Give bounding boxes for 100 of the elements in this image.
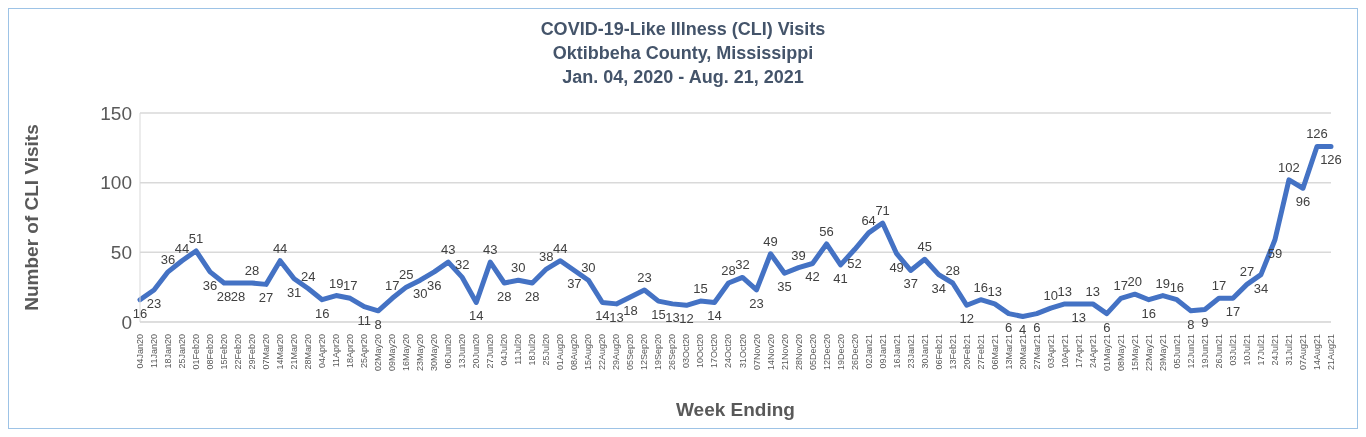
x-tick-label: 11Jan20: [149, 334, 160, 368]
y-tick-label: 50: [110, 242, 132, 264]
data-label: 49: [763, 233, 778, 249]
data-label: 14: [469, 308, 484, 324]
data-label: 15: [693, 281, 708, 297]
x-tick-label: 16May20: [401, 334, 412, 372]
x-tick-label: 02Jan21: [863, 334, 874, 369]
x-tick-label: 17Oct20: [709, 334, 720, 369]
x-tick-label: 24Jul21: [1269, 334, 1280, 366]
x-tick-label: 27Jun20: [485, 334, 496, 369]
data-label: 17: [342, 278, 358, 294]
data-label: 13: [1071, 309, 1087, 325]
x-tick-label: 02May20: [373, 334, 384, 372]
x-tick-label: 26Jun21: [1213, 334, 1224, 369]
data-label: 14: [595, 308, 610, 324]
x-tick-label: 29May21: [1157, 334, 1168, 372]
data-label: 19: [1155, 275, 1171, 291]
data-label: 6: [1103, 319, 1111, 335]
x-tick-label: 30May20: [429, 334, 440, 372]
x-tick-label: 19Jun21: [1199, 334, 1210, 369]
data-label: 126: [1306, 126, 1328, 142]
data-label: 28: [525, 288, 540, 304]
x-tick-label: 19Dec20: [835, 334, 846, 371]
y-tick-label: 0: [121, 311, 132, 333]
x-tick-label: 23Jan21: [905, 334, 916, 369]
data-label: 13: [1057, 283, 1073, 299]
x-tick-label: 12Sep20: [639, 334, 650, 371]
data-label: 17: [1225, 304, 1241, 320]
x-tick-label: 06Feb21: [933, 334, 944, 370]
x-tick-label: 14Aug21: [1311, 334, 1322, 371]
x-tick-label: 29Feb20: [247, 334, 258, 370]
x-tick-label: 14Mar20: [275, 334, 286, 370]
x-tick-label: 31Oct20: [737, 334, 748, 369]
data-label: 44: [174, 240, 190, 256]
data-label: 44: [553, 240, 568, 256]
x-tick-label: 11Jul20: [513, 334, 524, 365]
x-tick-label: 19Sep20: [653, 334, 664, 371]
data-label: 49: [889, 259, 904, 275]
x-tick-label: 07Aug21: [1297, 334, 1308, 371]
data-label: 16: [314, 305, 330, 321]
data-label: 28: [497, 288, 512, 304]
y-axis-title: Number of CLI Visits: [20, 124, 42, 311]
data-label: 71: [875, 203, 890, 219]
data-label: 6: [1005, 319, 1013, 335]
data-label: 34: [931, 280, 946, 296]
data-label: 27: [258, 290, 274, 306]
data-label: 37: [903, 276, 918, 292]
x-tick-label: 03Jul21: [1227, 334, 1238, 366]
data-label: 23: [637, 269, 652, 285]
data-label: 8: [374, 316, 382, 332]
data-label: 42: [805, 269, 820, 285]
x-tick-label: 05Sep20: [625, 334, 636, 371]
data-label: 30: [511, 260, 526, 276]
data-label: 35: [777, 279, 792, 295]
x-tick-label: 23May20: [415, 334, 426, 372]
data-label: 36: [202, 277, 218, 293]
data-label: 28: [230, 288, 246, 304]
data-label: 31: [286, 284, 302, 300]
x-tick-label: 15Aug20: [583, 334, 594, 371]
x-tick-label: 09May20: [387, 334, 398, 372]
x-tick-label: 03Apr21: [1045, 334, 1056, 369]
x-tick-label: 05Dec20: [807, 334, 818, 371]
x-tick-label: 10Jul21: [1241, 334, 1252, 366]
data-label: 45: [917, 239, 932, 255]
x-tick-label: 04Apr20: [317, 334, 328, 369]
data-label: 19: [328, 275, 344, 291]
data-label: 23: [146, 295, 162, 311]
data-label: 36: [427, 277, 442, 293]
x-tick-label: 12Jun21: [1185, 334, 1196, 369]
data-label: 96: [1295, 194, 1311, 210]
x-tick-label: 20Mar21: [1017, 334, 1028, 370]
x-tick-label: 25Jan20: [177, 334, 188, 369]
x-tick-label: 28Mar20: [303, 334, 314, 370]
data-label: 6: [1033, 319, 1041, 335]
data-label: 17: [1113, 278, 1129, 294]
data-label: 28: [216, 288, 232, 304]
x-tick-label: 04Jan20: [135, 334, 145, 369]
x-tick-label: 17Jul21: [1255, 334, 1266, 366]
x-tick-label: 11Apr20: [331, 334, 342, 368]
data-label: 30: [413, 286, 428, 302]
data-label: 126: [1320, 152, 1342, 168]
data-label: 43: [441, 242, 456, 258]
x-tick-label: 20Jun20: [471, 334, 482, 369]
x-tick-label: 09Jan21: [877, 334, 888, 369]
x-tick-label: 13Jun20: [457, 334, 468, 369]
x-tick-label: 06Jun20: [443, 334, 454, 369]
data-label: 9: [1201, 315, 1209, 331]
x-tick-label: 07Nov20: [751, 334, 762, 371]
data-label: 32: [455, 257, 470, 273]
chart-title: COVID-19-Like Illness (CLI) Visits: [539, 18, 827, 41]
data-label: 16: [132, 305, 148, 321]
chart-subtitle: Oktibbeha County, Mississippi Jan. 04, 2020 - Aug. 21, 2021: [551, 42, 815, 89]
data-label: 16: [973, 279, 988, 295]
data-label: 37: [567, 276, 582, 292]
data-label: 102: [1278, 159, 1300, 175]
data-label: 13: [609, 309, 624, 325]
data-label: 28: [721, 262, 736, 278]
data-label: 28: [244, 262, 260, 278]
x-tick-label: 01May21: [1101, 334, 1112, 372]
x-tick-label: 01Aug20: [555, 334, 566, 371]
